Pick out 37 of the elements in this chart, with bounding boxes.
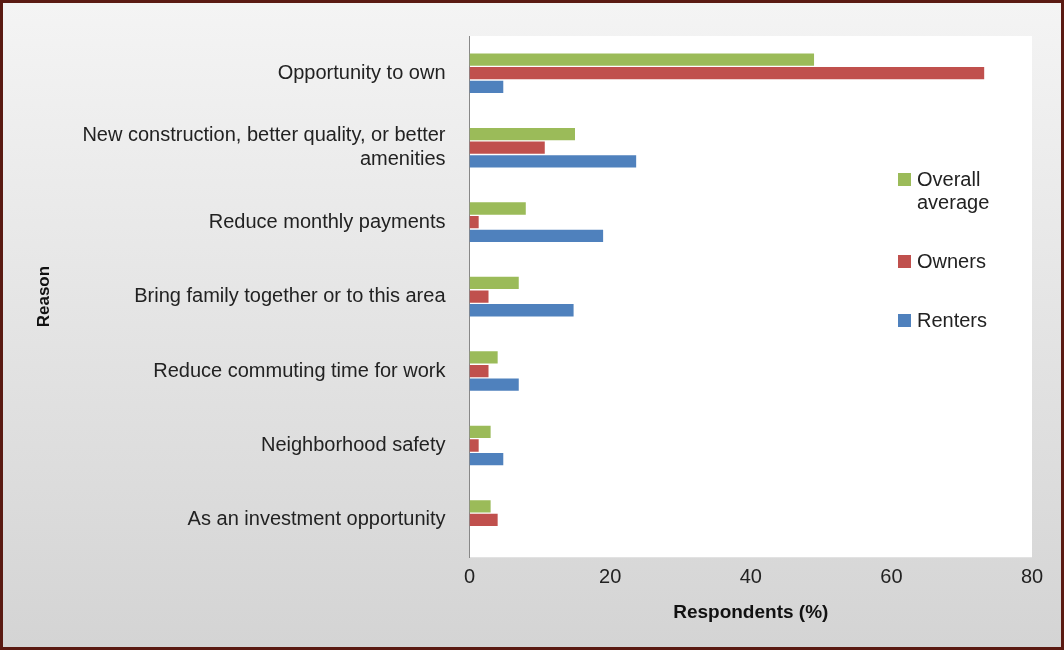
- bar: [469, 216, 479, 229]
- bar: [469, 229, 604, 242]
- bar: [469, 290, 489, 303]
- y-tick-label: New construction, better quality, or better amenities: [82, 123, 446, 170]
- bar: [469, 425, 491, 439]
- bar: [469, 155, 637, 168]
- legend-label: Owners: [917, 250, 986, 273]
- bar: [469, 276, 519, 290]
- x-axis-title: Respondents (%): [673, 600, 829, 622]
- x-tick-label: 20: [599, 564, 622, 587]
- bar: [469, 141, 545, 154]
- legend-label: Renters: [917, 309, 988, 332]
- bar: [469, 513, 498, 527]
- bar: [469, 80, 504, 94]
- bar: [469, 500, 491, 513]
- y-tick-label: Neighborhood safety: [260, 433, 446, 456]
- bar: [469, 304, 574, 317]
- bar: [469, 67, 985, 80]
- bar: [469, 53, 815, 66]
- x-tick-label: 80: [1020, 564, 1044, 587]
- y-tick-label: Bring family together or to this area: [134, 284, 447, 307]
- y-tick-label: As an investment opportunity: [187, 507, 446, 530]
- y-tick-label: Reduce commuting time for work: [153, 358, 447, 381]
- y-tick-label: Opportunity to own: [277, 60, 446, 83]
- bar: [469, 127, 575, 141]
- bar: [469, 351, 498, 364]
- x-tick-label: 40: [739, 564, 762, 587]
- legend-label: Overall average: [917, 168, 991, 214]
- bar: [469, 364, 489, 378]
- bar: [469, 378, 519, 391]
- y-axis-title: Reason: [33, 265, 53, 328]
- x-tick-label: 60: [880, 564, 903, 587]
- bar: [469, 202, 526, 215]
- bar: [469, 453, 504, 466]
- bar: [469, 439, 479, 452]
- x-tick-label: 0: [463, 564, 476, 587]
- y-tick-label: Reduce monthly payments: [208, 209, 446, 232]
